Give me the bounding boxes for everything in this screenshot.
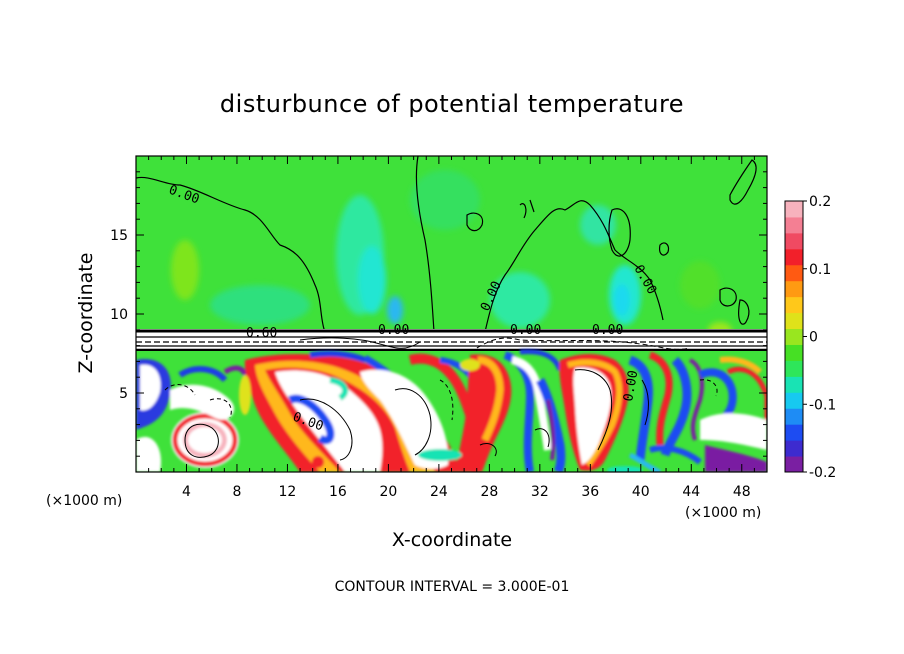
x-tick-label: 12 — [279, 484, 297, 500]
contour-label: 0.60 — [246, 326, 277, 341]
x-tick-label: 32 — [531, 484, 549, 500]
x-tick-label: 8 — [232, 484, 241, 500]
upper-field-blobs — [171, 170, 732, 338]
colorbar-swatch — [785, 312, 803, 330]
colorbar-swatch — [785, 264, 803, 282]
colorbar-swatch — [785, 328, 803, 345]
y-axis-label: Z-coordinate — [75, 253, 97, 374]
colorbar-tick-label: -0.2 — [809, 465, 836, 481]
x-tick-label: 20 — [379, 484, 397, 500]
x-axis-label: X-coordinate — [392, 529, 512, 551]
colorbar-swatch — [785, 232, 803, 250]
colorbar-swatch — [785, 216, 803, 234]
colorbar-swatch — [785, 376, 803, 393]
contour-label: 0.00 — [592, 323, 623, 338]
x-tick-label: 44 — [682, 484, 700, 500]
x-axis: 4 8 12 16 20 24 28 32 36 40 44 48 — [148, 156, 755, 500]
contour-label: 0.00 — [510, 323, 541, 338]
colorbar-swatch — [785, 424, 803, 441]
chart-title: disturbunce of potential temperature — [220, 90, 684, 118]
colorbar-swatch — [785, 456, 803, 473]
colorbar-swatch — [785, 344, 803, 361]
colorbar-tick-label: 0.1 — [809, 262, 831, 278]
colorbar-swatch — [785, 392, 803, 409]
colorbar-tick-label: 0.2 — [809, 194, 831, 210]
lower-contours — [164, 369, 718, 461]
contour-label: 0.00 — [378, 323, 409, 338]
colorbar-swatch — [785, 201, 803, 218]
colorbar-swatch — [785, 280, 803, 298]
x-tick-label: 4 — [182, 484, 191, 500]
colorbar-swatch — [785, 440, 803, 457]
x-tick-label: 40 — [632, 484, 650, 500]
colorbar-tick-label: -0.1 — [809, 397, 836, 413]
x-unit-label: (×1000 m) — [685, 505, 761, 521]
x-tick-label: 28 — [480, 484, 498, 500]
colorbar-tick-label: 0 — [809, 330, 818, 346]
contour-interval-label: CONTOUR INTERVAL = 3.000E-01 — [335, 579, 570, 595]
y-tick-label: 15 — [110, 228, 128, 244]
plot-area — [136, 156, 767, 472]
colorbar-swatch — [785, 248, 803, 266]
x-tick-label: 36 — [581, 484, 599, 500]
x-tick-label: 16 — [329, 484, 347, 500]
colorbar-swatch — [785, 296, 803, 314]
contour-label: 0.00 — [621, 369, 641, 402]
colorbar-swatch — [785, 360, 803, 377]
y-axis: 5 10 15 — [110, 171, 767, 457]
y-tick-label: 10 — [110, 307, 128, 323]
y-tick-label: 5 — [119, 386, 128, 402]
colorbar-swatch — [785, 408, 803, 425]
x-tick-label: 48 — [733, 484, 751, 500]
colorbar: 0.2 0.1 0 -0.1 -0.2 — [784, 194, 836, 481]
y-unit-label: (×1000 m) — [46, 493, 122, 509]
upper-contours — [136, 156, 757, 333]
x-tick-label: 24 — [430, 484, 448, 500]
